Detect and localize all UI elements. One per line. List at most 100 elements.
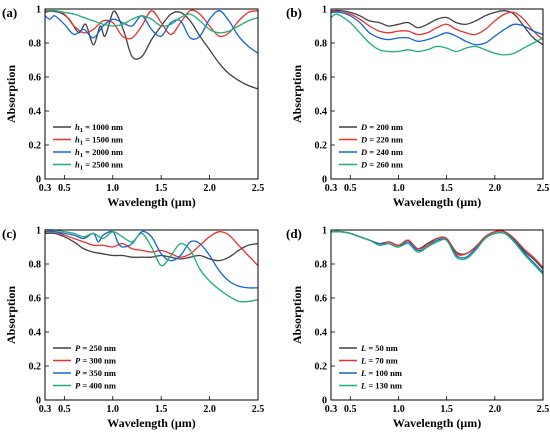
legend-rest: = 2500 nm: [83, 160, 123, 170]
legend-var: h: [75, 160, 80, 170]
x-tick-label: 0.5: [58, 404, 71, 415]
legend-label: L = 70 nm: [360, 356, 398, 366]
x-tick-label: 0.5: [58, 183, 71, 194]
legend-label: h1 = 1000 nm: [75, 122, 123, 134]
y-tick-label: 1: [322, 5, 327, 16]
legend-label: L = 130 nm: [360, 381, 402, 391]
series-line-b-1: [331, 10, 543, 41]
x-tick-label: 1.0: [107, 183, 120, 194]
x-tick-label: 0.3: [325, 404, 338, 415]
y-tick-label: 0.2: [315, 362, 328, 373]
y-tick-label: 0.8: [29, 39, 42, 50]
legend: L = 50 nmL = 70 nmL = 100 nmL = 130 nm: [339, 343, 402, 391]
legend-var: L: [360, 356, 366, 366]
series-line-a-3: [45, 9, 258, 34]
y-tick-label: 0: [36, 396, 41, 407]
x-tick-label: 1.5: [155, 404, 168, 415]
y-tick-label: 1: [322, 226, 327, 237]
x-tick-label: 1.0: [392, 404, 405, 415]
legend-label: h1 = 1500 nm: [75, 135, 123, 147]
plot-frame: [330, 8, 544, 180]
legend-label: L = 50 nm: [360, 343, 398, 353]
legend-label: P = 400 nm: [75, 381, 116, 391]
legend-rest: = 50 nm: [366, 343, 398, 353]
legend-var: h: [75, 135, 80, 145]
legend-subscript: 1: [80, 165, 83, 172]
y-tick-label: 0.8: [29, 260, 42, 271]
series-line-d-3: [331, 230, 543, 275]
y-tick-label: 0.8: [315, 39, 328, 50]
y-tick-label: 0.4: [29, 107, 42, 118]
series-line-b-3: [331, 13, 543, 56]
x-tick-label: 2.5: [252, 404, 265, 415]
y-tick-label: 0.6: [315, 294, 328, 305]
y-tick-label: 0.8: [315, 260, 328, 271]
legend-var: D: [360, 160, 367, 170]
legend-var: P: [75, 356, 81, 366]
legend-var: P: [75, 381, 81, 391]
x-axis-title: Wavelength (μm): [393, 195, 481, 209]
panel-label: (b): [286, 5, 302, 20]
legend-subscript: 1: [80, 127, 83, 134]
legend: D = 200 nmD = 220 nmD = 240 nmD = 260 nm: [339, 122, 403, 170]
legend-label: P = 350 nm: [75, 368, 116, 378]
y-axis-title: Absorption: [4, 286, 18, 344]
x-tick-label: 2.0: [489, 183, 502, 194]
series-line-a-1: [45, 9, 258, 40]
series-line-c-2: [45, 230, 258, 289]
legend-var: P: [75, 368, 81, 378]
legend-rest: = 1000 nm: [83, 122, 123, 132]
y-tick-label: 0.2: [29, 362, 42, 373]
x-tick-label: 0.5: [344, 404, 357, 415]
y-tick-label: 0: [36, 175, 41, 186]
legend-rest: = 70 nm: [366, 356, 398, 366]
y-tick-label: 0.2: [29, 141, 42, 152]
y-tick-label: 0.6: [29, 294, 42, 305]
legend-var: L: [360, 368, 366, 378]
plot-frame: [44, 229, 259, 401]
x-tick-label: 1.5: [440, 404, 453, 415]
x-tick-label: 1.0: [107, 404, 120, 415]
legend-label: P = 250 nm: [75, 343, 116, 353]
x-tick-label: 2.5: [537, 404, 550, 415]
x-axis-title: Wavelength (μm): [107, 416, 195, 430]
series-group: [331, 9, 543, 56]
series-line-a-2: [45, 10, 258, 54]
series-line-b-0: [331, 9, 543, 46]
x-tick-label: 0.3: [325, 183, 338, 194]
x-tick-label: 1.5: [155, 183, 168, 194]
y-tick-label: 0.4: [315, 328, 328, 339]
panel-b: 0.3 0.5 1.0 1.5 2.0 2.5 0 0.2 0.4 0.6 0.8 1 Waveleng…: [286, 5, 549, 210]
legend-var: L: [360, 381, 366, 391]
legend-label: D = 240 nm: [360, 147, 403, 157]
y-tick-label: 0.4: [29, 328, 42, 339]
panel-d: 0.3 0.5 1.0 1.5 2.0 2.5 0 0.2 0.4 0.6 0.8 1 Waveleng…: [286, 226, 549, 431]
y-tick-label: 0: [322, 396, 327, 407]
series-line-c-3: [45, 229, 258, 303]
legend: P = 250 nm P = 300 nm P = 350 nm P = 400 nm: [53, 343, 116, 391]
legend-var: h: [75, 122, 80, 132]
panel-a: 0.3 0.5 1.0 1.5 2.0 2.5 0 0.2 0.4 0.6 0.8 1 Waveleng…: [2, 5, 264, 210]
series-line-d-1: [331, 230, 543, 269]
y-tick-label: 0.6: [29, 73, 42, 84]
legend-label: D = 260 nm: [360, 160, 403, 170]
y-axis-title: Absorption: [290, 65, 304, 123]
legend-rest: = 2000 nm: [83, 147, 123, 157]
x-axis-title: Wavelength (μm): [107, 195, 195, 209]
legend-var: D: [360, 135, 367, 145]
legend-subscript: 1: [80, 140, 83, 147]
legend-label: P = 300 nm: [75, 356, 116, 366]
y-tick-label: 0.2: [315, 141, 328, 152]
legend-var: D: [360, 147, 367, 157]
series-line-a-0: [45, 10, 258, 90]
x-tick-label: 2.0: [203, 183, 216, 194]
legend-var: L: [360, 343, 366, 353]
legend-rest: = 100 nm: [366, 368, 402, 378]
x-tick-label: 2.0: [489, 404, 502, 415]
x-axis-title: Wavelength (μm): [393, 416, 481, 430]
legend-var: h: [75, 147, 80, 157]
x-tick-label: 2.0: [203, 404, 216, 415]
series-group: [45, 9, 258, 90]
